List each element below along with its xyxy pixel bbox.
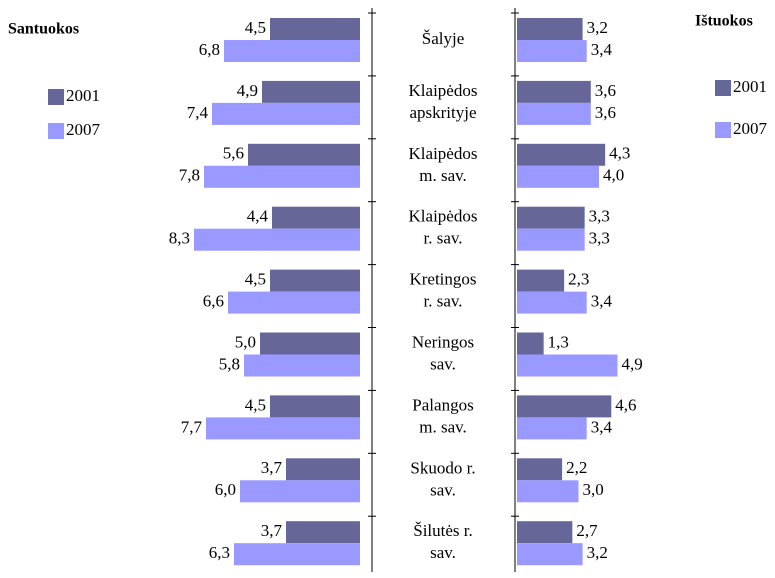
- bar: [286, 458, 360, 481]
- bar: [206, 417, 360, 440]
- value-label: 6,6: [203, 292, 224, 311]
- value-label: 3,6: [595, 103, 616, 122]
- value-label: 3,4: [591, 292, 613, 311]
- value-label: 4,3: [609, 144, 630, 163]
- value-label: 3,4: [591, 417, 613, 436]
- category-label: Palangos m. sav.: [412, 395, 473, 436]
- value-label: 4,0: [603, 166, 624, 185]
- bar: [517, 521, 573, 544]
- bar: [517, 458, 563, 481]
- value-label: 8,3: [169, 229, 190, 248]
- bar: [517, 354, 618, 377]
- value-label: 2,3: [568, 270, 589, 289]
- value-label: 4,9: [621, 354, 642, 373]
- value-label: 4,5: [245, 270, 266, 289]
- value-label: 2,2: [566, 458, 587, 477]
- bar: [517, 291, 587, 314]
- bar: [228, 291, 360, 314]
- bar: [517, 40, 587, 62]
- legend-swatch: [715, 122, 731, 138]
- legend-label: 2001: [66, 86, 100, 105]
- value-label: 5,6: [223, 144, 244, 163]
- value-label: 3,0: [583, 480, 604, 499]
- legend-swatch: [48, 89, 64, 105]
- legend-swatch: [48, 123, 64, 139]
- value-label: 7,4: [187, 103, 209, 122]
- category-label: Kretingos r. sav.: [409, 270, 476, 311]
- value-label: 4,6: [615, 395, 636, 414]
- value-label: 7,7: [181, 417, 203, 436]
- bar: [270, 269, 360, 292]
- category-label: Skuodo r. sav.: [410, 458, 475, 499]
- value-label: 4,5: [245, 18, 266, 37]
- category-label: Šilutės r. sav.: [413, 521, 473, 562]
- value-label: 4,5: [245, 395, 266, 414]
- value-label: 3,7: [261, 458, 283, 477]
- value-label: 6,3: [209, 543, 230, 562]
- legend-swatch: [715, 80, 731, 96]
- value-label: 3,2: [587, 543, 608, 562]
- bar: [517, 269, 565, 292]
- category-label: Neringos sav.: [412, 332, 474, 373]
- bar: [517, 165, 599, 188]
- bar: [194, 228, 360, 251]
- bar: [517, 143, 606, 166]
- bar: [517, 18, 583, 40]
- bar: [517, 417, 587, 440]
- bar: [517, 543, 583, 566]
- bar: [260, 332, 360, 355]
- bar: [244, 354, 360, 377]
- value-label: 3,2: [587, 18, 608, 37]
- bar: [272, 206, 360, 229]
- value-label: 7,8: [179, 166, 200, 185]
- bar: [517, 228, 585, 251]
- panel-title: Ištuokos: [695, 13, 753, 30]
- bar: [517, 102, 591, 125]
- category-label: Šalyje: [422, 29, 465, 48]
- bar: [517, 206, 585, 229]
- legend-label: 2001: [733, 77, 767, 96]
- value-label: 5,8: [219, 354, 240, 373]
- value-label: 1,3: [548, 332, 569, 351]
- value-label: 3,3: [589, 229, 610, 248]
- bar: [517, 395, 612, 418]
- bar: [224, 40, 360, 62]
- category-label: Klaipėdos apskrityje: [409, 81, 478, 122]
- value-label: 3,3: [589, 207, 610, 226]
- bar: [262, 80, 360, 103]
- legend-label: 2007: [733, 119, 768, 138]
- category-label: Klaipėdos r. sav.: [409, 207, 478, 248]
- value-label: 4,4: [247, 207, 269, 226]
- value-label: 3,6: [595, 81, 616, 100]
- bar: [517, 480, 579, 503]
- value-label: 6,0: [215, 480, 236, 499]
- bar: [286, 521, 360, 544]
- bar: [517, 332, 544, 355]
- value-label: 3,7: [261, 521, 283, 540]
- value-label: 3,4: [591, 40, 613, 59]
- bar: [204, 165, 360, 188]
- bar: [248, 143, 360, 166]
- bar: [234, 543, 360, 566]
- bar: [517, 80, 591, 103]
- bar: [270, 18, 360, 40]
- value-label: 6,8: [199, 40, 220, 59]
- category-label: Klaipėdos m. sav.: [409, 144, 478, 185]
- bar: [212, 102, 360, 125]
- bar: [270, 395, 360, 418]
- bar: [240, 480, 360, 503]
- panel-title: Santuokos: [8, 21, 79, 38]
- value-label: 5,0: [235, 332, 256, 351]
- legend-label: 2007: [66, 120, 101, 139]
- value-label: 2,7: [576, 521, 598, 540]
- value-label: 4,9: [237, 81, 258, 100]
